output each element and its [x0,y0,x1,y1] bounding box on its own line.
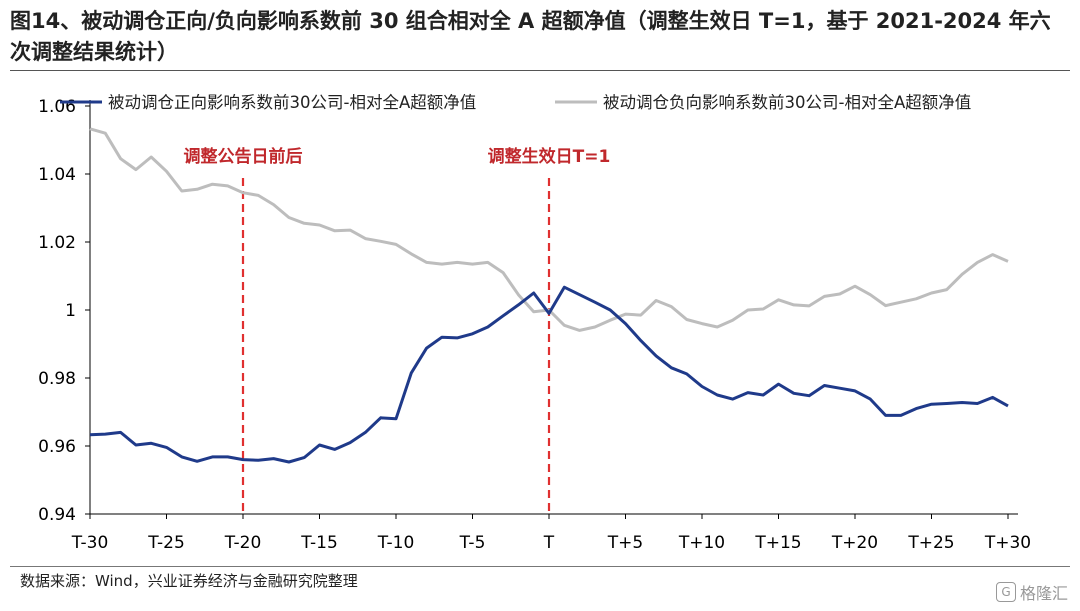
x-tick-label: T+30 [984,533,1031,553]
x-tick-label: T [543,533,555,553]
x-tick-label: T-15 [300,533,338,553]
y-tick-label: 1.06 [38,97,76,117]
title-divider [10,70,1070,71]
x-tick-label: T-10 [377,533,415,553]
x-tick-label: T+15 [754,533,801,553]
series-line-positive [89,285,1009,464]
legend-label: 被动调仓正向影响系数前30公司-相对全A超额净值 [108,93,476,112]
y-tick-label: 1.02 [38,233,76,253]
x-tick-label: T+25 [907,533,954,553]
series-line-negative [89,127,1009,332]
annotation-label: 调整生效日T=1 [488,146,611,167]
line-chart: 0.94 0.96 0.98 1 1.02 1.04 1.06 T-30 T-25 T-20 T-1… [38,93,1031,553]
watermark-text: 格隆汇 [1019,584,1068,603]
chart-title: 图14、被动调仓正向/负向影响系数前 30 组合相对全 A 超额净值（调整生效日… [10,9,1051,64]
x-tick-label: T-30 [71,533,109,553]
x-tick-label: T-5 [459,533,486,553]
legend-label: 被动调仓负向影响系数前30公司-相对全A超额净值 [603,93,971,112]
y-tick-label: 0.98 [38,369,76,389]
y-tick-label: 1.04 [38,165,76,185]
x-tick-label: T-20 [224,533,262,553]
data-source-note: 数据来源：Wind，兴业证券经济与金融研究院整理 [20,572,358,590]
footer-divider [10,566,1070,567]
x-tick-label: T+5 [607,533,643,553]
x-tick-label: T+20 [831,533,878,553]
watermark-logo-icon: G [995,582,1016,602]
y-tick-label: 0.94 [38,505,76,525]
watermark: G 格隆汇 [995,580,1068,604]
annotation-label: 调整公告日前后 [184,146,303,167]
y-tick-label: 1 [65,301,76,321]
y-tick-label: 0.96 [38,437,76,457]
x-tick-label: T+10 [678,533,725,553]
x-tick-label: T-25 [147,533,185,553]
